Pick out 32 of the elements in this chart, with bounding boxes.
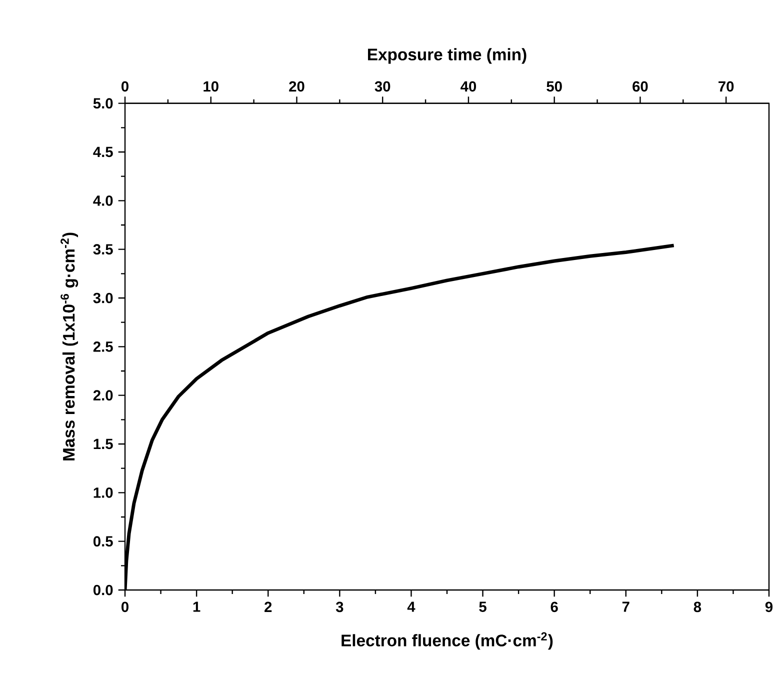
x-tick-label: 5	[479, 602, 486, 612]
x-tick-label: 8	[694, 602, 702, 612]
x2-tick-label: 50	[546, 81, 562, 92]
x2-tick-label: 20	[289, 81, 304, 92]
y-tick-label: 2.0	[93, 390, 113, 401]
x-tick-label: 3	[336, 602, 344, 612]
x2-tick-label: 0	[122, 81, 128, 92]
y-tick-label: 4.5	[93, 146, 113, 158]
y-tick-label: 3.0	[93, 292, 113, 304]
y-tick-label: 3.5	[93, 244, 113, 255]
x2-tick-label: 40	[460, 81, 476, 92]
x2-tick-label: 60	[632, 81, 648, 92]
y-tick-label: 1.5	[94, 438, 113, 450]
x-tick-label: 4	[407, 602, 416, 612]
y-tick-label: 4.0	[93, 195, 113, 206]
x-tick-label: 0	[122, 602, 128, 612]
y-tick-label: 2.5	[93, 341, 113, 352]
y-tick-label: 0.5	[93, 536, 113, 547]
x-tick-label: 7	[622, 602, 630, 612]
x-tick-label: 9	[765, 602, 773, 612]
x2-tick-label: 70	[718, 81, 734, 92]
x-tick-label: 6	[550, 602, 558, 612]
x-tick-label: 1	[193, 602, 200, 612]
x2-tick-label: 30	[374, 81, 390, 92]
y-tick-label: 0.0	[93, 584, 113, 596]
x-tick-label: 2	[264, 602, 272, 612]
y-axis-title: Mass removal (1x10$^{-6}$ g·cm$^{-2}$)	[60, 232, 78, 460]
y-tick-label: 5.0	[93, 98, 113, 109]
y-tick-label: 1.0	[94, 487, 113, 498]
x2-axis-title: Exposure time (min)	[368, 48, 526, 64]
x2-tick-label: 10	[204, 81, 218, 92]
x-axis-title: Electron fluence (mC·cm$^{-2}$)	[342, 632, 553, 650]
